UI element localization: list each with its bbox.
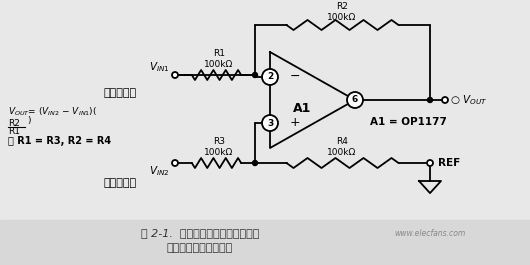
Circle shape <box>347 92 363 108</box>
Circle shape <box>442 97 448 103</box>
Text: 3: 3 <box>267 118 273 127</box>
Text: R1
100kΩ: R1 100kΩ <box>205 49 234 69</box>
Text: 同相输入端: 同相输入端 <box>103 178 137 188</box>
Text: $V_{IN2}$: $V_{IN2}$ <box>149 164 170 178</box>
Text: 2: 2 <box>267 72 273 81</box>
Bar <box>0 220 530 265</box>
Text: 图 2-1.  用单运放实现仪表放大器的: 图 2-1. 用单运放实现仪表放大器的 <box>141 228 259 238</box>
Text: $V_{IN1}$: $V_{IN1}$ <box>149 60 170 74</box>
Text: 差分放大器电路功能框: 差分放大器电路功能框 <box>167 243 233 253</box>
Circle shape <box>428 98 432 103</box>
Text: A1: A1 <box>293 101 312 114</box>
Text: www.elecfans.com: www.elecfans.com <box>394 228 466 237</box>
Text: 6: 6 <box>352 95 358 104</box>
Circle shape <box>427 160 433 166</box>
Text: −: − <box>290 69 301 82</box>
Text: R2: R2 <box>8 118 20 127</box>
Text: 当 R1 = R3, R2 = R4: 当 R1 = R3, R2 = R4 <box>8 136 111 146</box>
Circle shape <box>172 72 178 78</box>
Text: R4
100kΩ: R4 100kΩ <box>328 137 357 157</box>
Text: 反相输入端: 反相输入端 <box>103 88 137 98</box>
Text: +: + <box>290 116 301 129</box>
Text: R3
100kΩ: R3 100kΩ <box>205 137 234 157</box>
Text: R2
100kΩ: R2 100kΩ <box>328 2 357 22</box>
Circle shape <box>262 69 278 85</box>
Text: ○ $V_{OUT}$: ○ $V_{OUT}$ <box>450 93 488 107</box>
Circle shape <box>262 115 278 131</box>
Text: A1 = OP1177: A1 = OP1177 <box>370 117 447 127</box>
Circle shape <box>252 161 258 166</box>
Text: R1: R1 <box>8 126 20 135</box>
Text: ): ) <box>27 117 31 126</box>
Circle shape <box>172 160 178 166</box>
Circle shape <box>252 73 258 77</box>
Text: REF: REF <box>438 158 460 168</box>
Text: $V_{OUT}$= ($V_{IN2}$ − $V_{IN1}$)(: $V_{OUT}$= ($V_{IN2}$ − $V_{IN1}$)( <box>8 106 97 118</box>
